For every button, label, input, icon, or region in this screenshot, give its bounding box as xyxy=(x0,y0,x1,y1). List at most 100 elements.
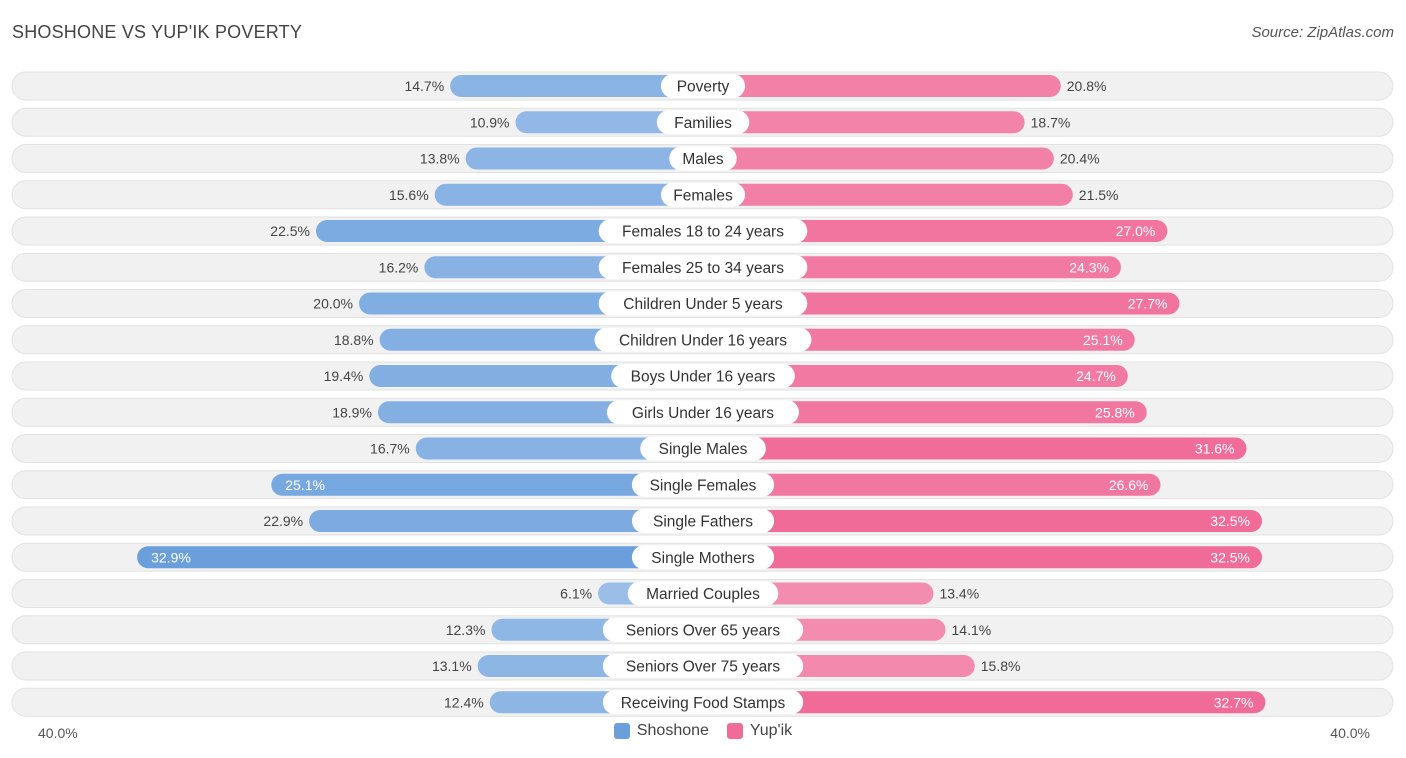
chart-row: 14.7% 20.8% Poverty xyxy=(11,71,1394,101)
value-label-yupik: 27.7% xyxy=(1128,296,1168,312)
chart-row: 13.1% 15.8% Seniors Over 75 years xyxy=(11,651,1394,681)
category-label: Single Mothers xyxy=(651,550,755,567)
value-label-shoshone: 22.5% xyxy=(270,223,310,239)
value-label-yupik: 24.7% xyxy=(1076,368,1116,384)
bar-yupik xyxy=(703,111,1025,134)
category-label: Boys Under 16 years xyxy=(631,369,776,386)
bar-yupik xyxy=(703,437,1247,460)
bar-yupik xyxy=(703,183,1073,206)
value-label-yupik: 25.1% xyxy=(1083,332,1123,348)
category-label: Girls Under 16 years xyxy=(632,405,774,422)
chart-row: 12.3% 14.1% Seniors Over 65 years xyxy=(11,615,1394,645)
chart-row: 16.2% 24.3% Females 25 to 34 years xyxy=(11,252,1394,282)
bar-shoshone xyxy=(465,147,703,170)
value-label-yupik: 25.8% xyxy=(1095,404,1135,420)
value-label-yupik: 14.1% xyxy=(952,622,992,638)
category-pill xyxy=(598,219,808,243)
legend-label-shoshone: Shoshone xyxy=(636,722,709,739)
chart-row: 22.5% 27.0% Females 18 to 24 years xyxy=(11,216,1394,246)
value-label-yupik: 18.7% xyxy=(1031,114,1071,130)
bar-shoshone xyxy=(434,183,703,206)
axis-left-label: 40.0% xyxy=(38,725,78,741)
bar-shoshone xyxy=(137,546,703,569)
value-label-yupik: 27.0% xyxy=(1116,223,1156,239)
category-pill xyxy=(631,509,775,533)
chart-row: 12.4% 32.7% Receiving Food Stamps xyxy=(11,687,1394,717)
chart-row: 18.8% 25.1% Children Under 16 years xyxy=(11,325,1394,355)
category-label: Seniors Over 75 years xyxy=(626,659,780,676)
bar-yupik xyxy=(703,473,1161,496)
category-label: Single Females xyxy=(650,477,757,494)
value-label-shoshone: 12.4% xyxy=(444,694,484,710)
chart-row: 16.7% 31.6% Single Males xyxy=(11,434,1394,463)
category-pill xyxy=(640,436,766,461)
category-pill xyxy=(598,255,808,280)
value-label-yupik: 13.4% xyxy=(939,586,979,602)
chart-row: 19.4% 24.7% Boys Under 16 years xyxy=(11,361,1394,391)
legend-label-yupik: Yup'ik xyxy=(749,722,793,739)
chart-source: Source: ZipAtlas.com xyxy=(1251,24,1394,41)
category-pill xyxy=(598,291,808,316)
bar-yupik xyxy=(703,510,1262,532)
value-label-shoshone: 18.8% xyxy=(334,332,374,348)
category-label: Seniors Over 65 years xyxy=(626,622,780,639)
bar-yupik xyxy=(703,220,1168,242)
bar-yupik xyxy=(703,546,1262,569)
legend-swatch-shoshone xyxy=(613,723,630,739)
value-label-shoshone: 15.6% xyxy=(389,187,429,203)
value-label-yupik: 24.3% xyxy=(1069,259,1109,275)
value-label-yupik: 26.6% xyxy=(1109,477,1149,493)
value-label-shoshone: 13.8% xyxy=(420,151,460,167)
bar-shoshone xyxy=(309,510,703,532)
chart-row: 13.8% 20.4% Males xyxy=(11,144,1394,173)
category-pill xyxy=(627,581,779,606)
category-pill xyxy=(631,545,775,570)
value-label-yupik: 31.6% xyxy=(1195,441,1235,457)
category-label: Single Males xyxy=(659,441,748,458)
chart-row: 20.0% 27.7% Children Under 5 years xyxy=(11,289,1394,318)
legend-item-shoshone[interactable]: Shoshone xyxy=(613,722,709,740)
value-label-yupik: 32.5% xyxy=(1210,549,1250,565)
bar-yupik xyxy=(703,328,1135,351)
value-label-yupik: 32.7% xyxy=(1214,694,1254,710)
value-label-shoshone: 16.7% xyxy=(370,441,410,457)
value-label-shoshone: 22.9% xyxy=(263,513,303,529)
axis-right-label: 40.0% xyxy=(1330,725,1370,741)
category-label: Males xyxy=(682,151,724,168)
legend: Shoshone Yup'ik xyxy=(0,722,1406,740)
bar-yupik xyxy=(703,292,1180,315)
category-pill xyxy=(594,327,812,352)
bar-yupik xyxy=(703,401,1147,424)
bar-shoshone xyxy=(515,111,703,134)
value-label-shoshone: 32.9% xyxy=(151,549,191,565)
value-label-shoshone: 12.3% xyxy=(446,622,486,638)
category-pill xyxy=(660,182,746,207)
value-label-shoshone: 25.1% xyxy=(285,477,325,493)
value-label-yupik: 32.5% xyxy=(1210,513,1250,529)
bar-yupik xyxy=(703,256,1121,279)
category-label: Single Fathers xyxy=(653,514,753,531)
category-pill xyxy=(669,146,737,171)
category-label: Children Under 5 years xyxy=(623,296,783,313)
value-label-shoshone: 18.9% xyxy=(332,404,372,420)
chart-row: 32.9% 32.5% Single Mothers xyxy=(11,542,1394,572)
legend-swatch-yupik xyxy=(726,723,743,739)
chart-row: 25.1% 26.6% Single Females xyxy=(11,470,1394,500)
value-label-shoshone: 13.1% xyxy=(432,658,472,674)
category-label: Females 18 to 24 years xyxy=(622,224,784,241)
bar-shoshone xyxy=(450,75,703,97)
category-pill xyxy=(602,690,804,715)
value-label-yupik: 15.8% xyxy=(981,658,1021,674)
category-label: Families xyxy=(674,115,732,132)
category-label: Children Under 16 years xyxy=(619,332,787,349)
value-label-shoshone: 14.7% xyxy=(404,78,444,94)
legend-item-yupik[interactable]: Yup'ik xyxy=(726,722,793,740)
category-label: Married Couples xyxy=(646,586,760,603)
category-pill xyxy=(607,400,799,425)
category-label: Receiving Food Stamps xyxy=(621,695,786,712)
chart-row: 15.6% 21.5% Females xyxy=(11,180,1394,210)
chart-row: 6.1% 13.4% Married Couples xyxy=(11,579,1394,608)
category-pill xyxy=(656,110,750,135)
bar-shoshone xyxy=(415,437,703,460)
value-label-yupik: 20.8% xyxy=(1067,78,1107,94)
